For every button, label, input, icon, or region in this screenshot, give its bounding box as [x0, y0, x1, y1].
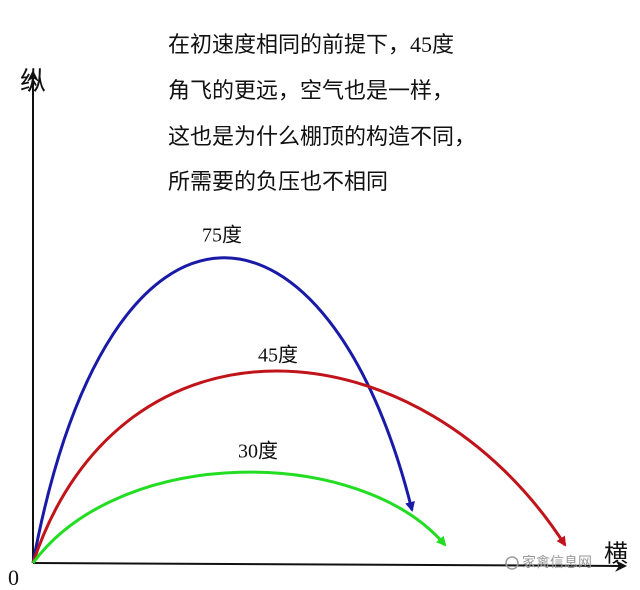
curve-75: [31, 256, 415, 564]
text-line: 所需要的负压也不相同: [168, 169, 388, 194]
origin-label: 0: [8, 565, 19, 590]
watermark-icon: [505, 556, 519, 570]
text-line: 角飞的更远，空气也是一样，: [168, 78, 454, 103]
curve-label: 45度: [258, 344, 298, 367]
curve-label: 75度: [202, 224, 242, 247]
x-axis: [32, 559, 627, 572]
watermark: 家禽信息网: [522, 554, 592, 571]
curve-30: [31, 470, 447, 564]
x-axis-label: 横: [604, 541, 628, 568]
y-axis-label: 纵: [20, 67, 46, 96]
text-line: 这也是为什么棚顶的构造不同，: [168, 124, 476, 149]
curve-45: [31, 369, 567, 564]
text-line: 在初速度相同的前提下，45度: [168, 32, 454, 57]
curve-label: 30度: [238, 440, 278, 463]
